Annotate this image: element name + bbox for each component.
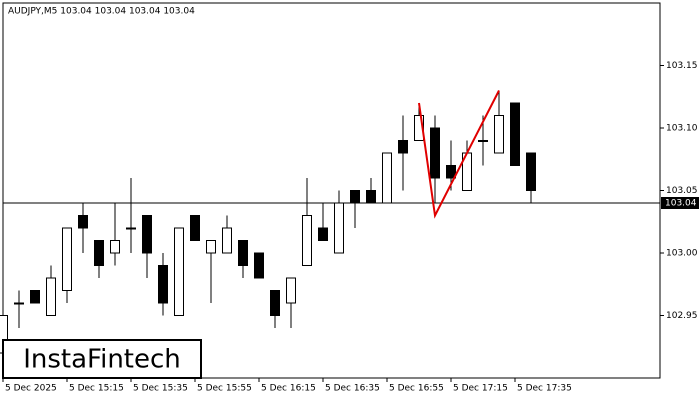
candle-body: [142, 215, 152, 254]
candle-body: [94, 240, 104, 266]
candle-body: [174, 227, 184, 316]
candle-body: [190, 215, 200, 241]
candle-body: [478, 140, 488, 142]
candle-body: [334, 202, 344, 254]
y-tick-label: 102.95: [666, 311, 698, 321]
candle-body: [126, 227, 136, 230]
pattern-line: [418, 90, 500, 219]
candle-body: [30, 290, 40, 304]
x-tick-label: 5 Dec 16:15: [261, 384, 316, 394]
candle-body: [430, 127, 440, 179]
y-tick-label: 103.15: [666, 61, 698, 71]
y-tick-label: 103.05: [666, 186, 698, 196]
x-tick-label: 5 Dec 15:15: [69, 384, 124, 394]
candle-body: [222, 227, 232, 254]
candle-body: [510, 102, 520, 166]
y-tick-label: 103.00: [666, 249, 698, 259]
candle-body: [110, 240, 120, 254]
candle-body: [350, 190, 360, 204]
candle-body: [270, 290, 280, 316]
candle-body: [398, 140, 408, 154]
candle-body: [494, 115, 504, 154]
candle-body: [206, 240, 216, 254]
y-tick-label: 103.10: [666, 124, 698, 134]
last-price-label: 103.04: [665, 199, 697, 209]
candle-body: [78, 215, 88, 229]
x-tick-label: 5 Dec 16:55: [389, 384, 444, 394]
x-tick-label: 5 Dec 17:15: [453, 384, 508, 394]
candle-body: [382, 152, 392, 204]
candle-body: [302, 215, 312, 266]
last-price-box: [661, 197, 699, 209]
candle-body: [366, 190, 376, 204]
x-tick-label: 5 Dec 15:55: [197, 384, 252, 394]
candle-body: [254, 252, 264, 279]
logo: InstaFintech: [23, 345, 181, 375]
logo-box: [2, 339, 202, 379]
x-tick-label: 5 Dec 2025: [5, 384, 57, 394]
chart-title: AUDJPY,M5 103.04 103.04 103.04 103.04: [8, 7, 195, 17]
x-tick-label: 5 Dec 16:35: [325, 384, 380, 394]
x-tick-label: 5 Dec 17:35: [517, 384, 572, 394]
candle-body: [46, 277, 56, 316]
candle-body: [526, 152, 536, 191]
x-tick-label: 5 Dec 15:35: [133, 384, 188, 394]
candle-body: [286, 277, 296, 304]
candle-body: [158, 265, 168, 304]
candle-body: [14, 302, 24, 305]
candle-body: [62, 227, 72, 291]
plot-frame: [2, 2, 661, 379]
candle-body: [238, 240, 248, 266]
candle-body: [318, 227, 328, 241]
candle-body: [446, 165, 456, 179]
